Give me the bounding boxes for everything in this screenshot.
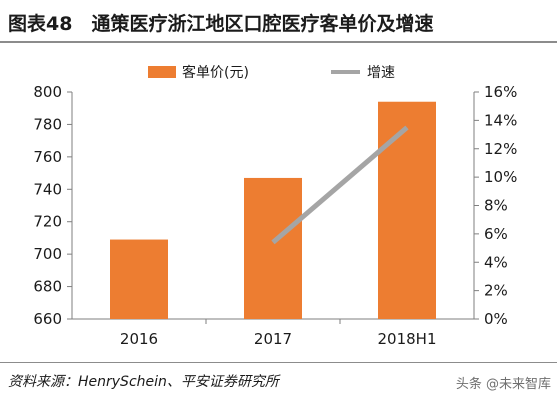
y-right-tick-label: 10% bbox=[484, 168, 517, 186]
tick-labels: 660 680 700 720 740 760 780 800 0% 2% 4% 6% 8% 10% 12%… bbox=[33, 83, 517, 348]
chart-svg: 客单价(元) 增速 660 680 700 720 740 760 780 800 0% 2% 4%… bbox=[33, 64, 517, 348]
legend-swatch-bar bbox=[148, 66, 176, 78]
chart-container: 客单价(元) 增速 660 680 700 720 740 760 780 800 0% 2% 4%… bbox=[0, 44, 557, 359]
y-right-tick-label: 14% bbox=[484, 111, 517, 129]
legend-label-bar: 客单价(元) bbox=[182, 64, 249, 81]
y-right-tick-label: 6% bbox=[484, 225, 508, 243]
x-tick-label: 2018H1 bbox=[378, 330, 437, 348]
x-tick-label: 2016 bbox=[120, 330, 158, 348]
source-note: 资料来源：HenrySchein、平安证券研究所 bbox=[8, 374, 279, 390]
legend-label-line: 增速 bbox=[367, 65, 395, 81]
y-left-tick-label: 780 bbox=[33, 115, 62, 133]
y-right-tick-label: 2% bbox=[484, 282, 508, 300]
y-right-tick-label: 16% bbox=[484, 83, 517, 101]
bar-series bbox=[110, 101, 436, 319]
y-left-tick-label: 740 bbox=[33, 180, 62, 198]
y-left-tick-label: 680 bbox=[33, 278, 62, 296]
y-left-tick-label: 700 bbox=[33, 245, 62, 263]
y-left-tick-label: 720 bbox=[33, 213, 62, 231]
growth-line bbox=[271, 125, 409, 245]
x-tick-label: 2017 bbox=[254, 330, 292, 348]
title-bar: 图表48 通策医疗浙江地区口腔医疗客单价及增速 bbox=[0, 0, 557, 40]
bar-2017 bbox=[244, 177, 302, 319]
figure-title: 图表48 通策医疗浙江地区口腔医疗客单价及增速 bbox=[8, 13, 434, 35]
source-divider bbox=[0, 362, 557, 363]
y-right-tick-label: 0% bbox=[484, 310, 508, 328]
line-series bbox=[271, 125, 409, 245]
y-right-tick-label: 8% bbox=[484, 197, 508, 215]
y-left-tick-label: 760 bbox=[33, 148, 62, 166]
watermark: 头条 @未来智库 bbox=[455, 377, 551, 392]
y-left-tick-label: 660 bbox=[33, 310, 62, 328]
y-right-tick-label: 4% bbox=[484, 253, 508, 271]
y-left-tick-label: 800 bbox=[33, 83, 62, 101]
bar-2018H1 bbox=[378, 101, 436, 319]
legend: 客单价(元) 增速 bbox=[148, 64, 395, 81]
title-divider bbox=[0, 41, 557, 43]
bar-2016 bbox=[110, 239, 168, 319]
y-right-tick-label: 12% bbox=[484, 140, 517, 158]
